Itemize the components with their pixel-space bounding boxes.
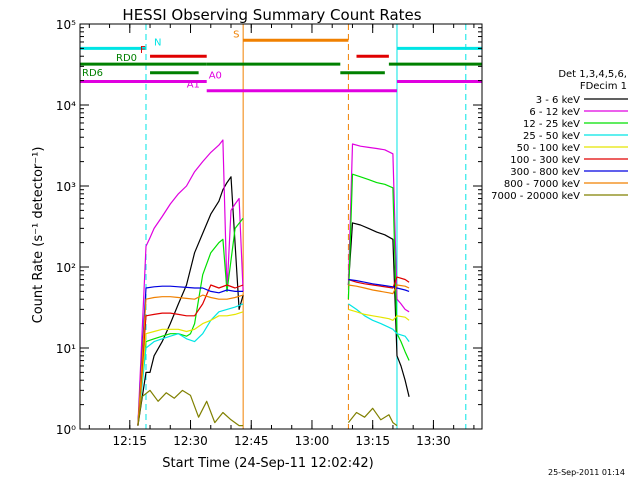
x-tick-label-1: 12:15 <box>112 434 147 448</box>
legend-label-5: 50 - 100 keV <box>517 143 581 154</box>
y-tick-label-6: 10⁵ <box>56 18 76 32</box>
legend-label-3: 12 - 25 keV <box>523 119 580 130</box>
flag-label-rd0: RD0 <box>116 53 137 64</box>
series-line-6-segment-2 <box>348 276 410 289</box>
series-line-9-segment-1 <box>137 389 244 427</box>
legend-label-2: 6 - 12 keV <box>529 107 580 118</box>
series-line-8-segment-1 <box>137 294 244 426</box>
legend-header-1: Det 1,3,4,5,6, <box>558 69 627 80</box>
x-tick-label-4: 13:00 <box>295 434 330 448</box>
footer-date: 25-Sep-2011 01:14 <box>548 468 625 477</box>
y-tick-label-3: 10² <box>56 261 76 275</box>
series-line-1-segment-1 <box>137 176 244 426</box>
flag-label-n: N <box>154 37 161 48</box>
legend-label-9: 7000 - 20000 keV <box>491 191 580 202</box>
plot-frame <box>79 23 483 430</box>
flag-label-f: F <box>140 45 146 56</box>
series-line-5-segment-2 <box>348 308 410 321</box>
x-tick-label-3: 12:45 <box>234 434 269 448</box>
y-tick-label-2: 10¹ <box>56 342 76 356</box>
legend-label-6: 100 - 300 keV <box>510 155 580 166</box>
flag-label-a0: A0 <box>209 71 222 82</box>
legend-header-2: FDecim 1 <box>580 81 627 92</box>
series-line-4-segment-1 <box>137 303 244 426</box>
x-tick-label-5: 13:15 <box>355 434 390 448</box>
y-tick-label-1: 10⁰ <box>56 423 76 437</box>
series-line-6-segment-1 <box>137 284 244 426</box>
flag-label-s: S <box>233 29 239 40</box>
x-axis-label: Start Time (24-Sep-11 12:02:42) <box>162 456 373 471</box>
series-line-1-segment-2 <box>347 222 410 397</box>
legend-label-1: 3 - 6 keV <box>536 95 580 106</box>
legend-label-8: 800 - 7000 keV <box>504 179 580 190</box>
series-line-7-segment-1 <box>137 285 244 426</box>
series-line-7-segment-2 <box>348 278 410 292</box>
axes: 10⁰ 10¹ 10² 10³ 10⁴ 10⁵ 12:15 12:30 12:45 13:00 13… <box>56 18 483 448</box>
x-tick-label-2: 12:30 <box>173 434 208 448</box>
series-line-2-segment-2 <box>347 143 410 313</box>
legend-label-4: 25 - 50 keV <box>523 131 580 142</box>
series-line-3-segment-2 <box>347 173 410 361</box>
chart-title: HESSI Observing Summary Count Rates <box>122 6 421 24</box>
y-tick-label-4: 10³ <box>56 180 76 194</box>
series-line-5-segment-1 <box>137 311 244 426</box>
series-line-2-segment-1 <box>137 139 244 426</box>
legend-label-7: 300 - 800 keV <box>510 167 580 178</box>
series-line-4-segment-2 <box>348 303 410 342</box>
flag-label-a1: A1 <box>187 80 200 91</box>
series-line-8-segment-2 <box>348 284 410 295</box>
series-line-3-segment-1 <box>137 217 244 426</box>
series-line-9-segment-2 <box>347 407 398 427</box>
y-axis-label: Count Rate (s⁻¹ detector⁻¹) <box>31 147 46 324</box>
flag-label-rd6: RD6 <box>82 68 103 79</box>
y-tick-label-5: 10⁴ <box>56 99 76 113</box>
x-tick-label-6: 13:30 <box>416 434 451 448</box>
